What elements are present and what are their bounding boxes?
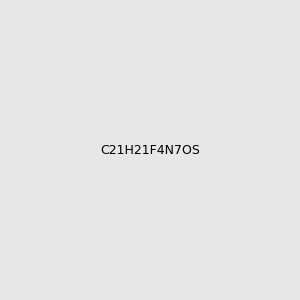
Text: C21H21F4N7OS: C21H21F4N7OS (100, 143, 200, 157)
